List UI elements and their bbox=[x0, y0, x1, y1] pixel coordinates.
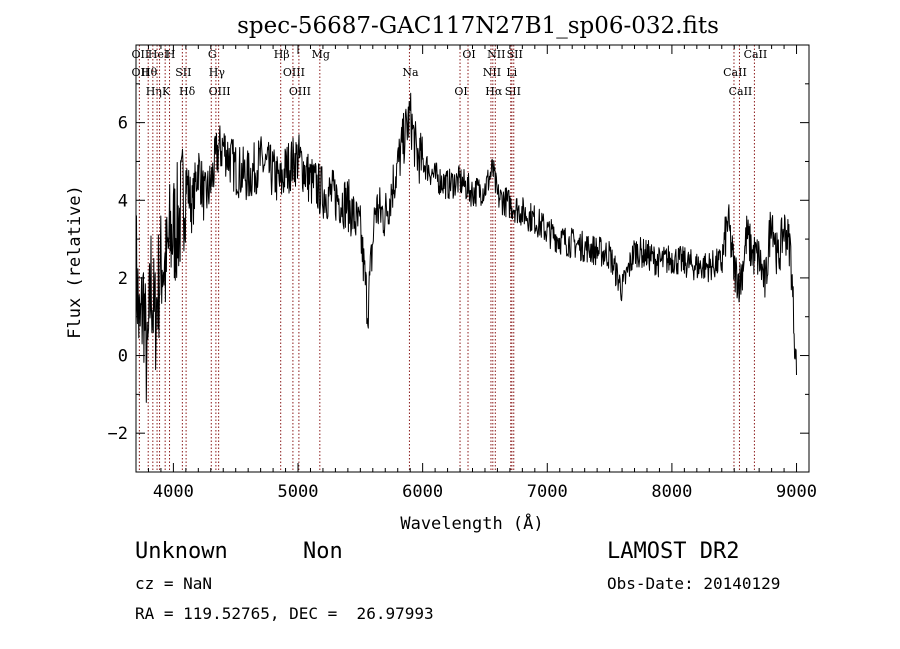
y-tick-label: 6 bbox=[118, 114, 128, 134]
spectral-line-label: NII bbox=[487, 48, 505, 61]
spectral-line-label: CaII bbox=[723, 66, 747, 79]
x-tick-label: 5000 bbox=[278, 482, 319, 502]
spectral-line-label: Hδ bbox=[179, 85, 196, 98]
spectral-line-label: Hβ bbox=[274, 48, 290, 61]
y-tick-label: −2 bbox=[108, 424, 128, 444]
spectral-line-label: OI bbox=[462, 48, 475, 61]
spectral-line-label: SII bbox=[505, 85, 521, 98]
spectral-line-label: Hα bbox=[485, 85, 503, 98]
spectral-line-label: Hγ bbox=[209, 66, 226, 79]
subclass-label: Non bbox=[303, 539, 343, 564]
spectral-line-label: OIII bbox=[209, 85, 231, 98]
spectral-line-label: OII bbox=[132, 48, 150, 61]
spectral-line-label: CaII bbox=[729, 85, 753, 98]
chart-title: spec-56687-GAC117N27B1_sp06-032.fits bbox=[237, 13, 719, 39]
sky-coordinates: RA = 119.52765, DEC = 26.97993 bbox=[135, 604, 434, 623]
classification-label: Unknown bbox=[135, 539, 228, 564]
spectrum-series-line bbox=[135, 92, 797, 403]
spectral-line-label: Hη bbox=[146, 85, 162, 98]
spectral-line-markers: OIIOIIHθHηHeIKHSIIHδGHγOIIIHβOIIIOIIIMgN… bbox=[132, 45, 768, 472]
y-tick-label: 4 bbox=[118, 191, 128, 211]
spectral-line-label: SII bbox=[507, 48, 523, 61]
x-tick-label: 8000 bbox=[651, 482, 692, 502]
spectral-line-label: CaII bbox=[744, 48, 768, 61]
spectral-line-label: OI bbox=[454, 85, 467, 98]
spectral-line-label: Hθ bbox=[141, 66, 158, 79]
spectral-line-label: H bbox=[166, 48, 176, 61]
x-tick-label: 6000 bbox=[402, 482, 443, 502]
x-tick-label: 4000 bbox=[153, 482, 194, 502]
x-tick-label: 9000 bbox=[776, 482, 817, 502]
observation-date: Obs-Date: 20140129 bbox=[607, 574, 781, 593]
spectral-line-label: HeI bbox=[148, 48, 168, 61]
y-axis-label: Flux (relative) bbox=[65, 185, 85, 339]
y-tick-label: 2 bbox=[118, 269, 128, 289]
redshift-value: cz = NaN bbox=[135, 574, 213, 593]
x-axis-label: Wavelength (Å) bbox=[400, 512, 543, 534]
survey-label: LAMOST DR2 bbox=[607, 539, 740, 564]
spectral-line-label: K bbox=[162, 85, 171, 98]
spectral-line-label: NII bbox=[483, 66, 501, 79]
spectral-line-label: Mg bbox=[312, 48, 330, 61]
plot-frame bbox=[135, 44, 810, 473]
x-tick-label: 7000 bbox=[527, 482, 568, 502]
spectral-line-label: SII bbox=[175, 66, 191, 79]
y-tick-label: 0 bbox=[118, 347, 128, 367]
spectral-line-label: Li bbox=[506, 66, 517, 79]
spectral-line-label: G bbox=[208, 48, 217, 61]
spectral-line-label: OIII bbox=[289, 85, 311, 98]
axis-ticks: 4000 5000 6000 7000 8000 9000 −2 0 2 4 6 bbox=[108, 44, 817, 502]
spectral-line-label: Na bbox=[402, 66, 419, 79]
spectral-line-label: OIII bbox=[283, 66, 305, 79]
